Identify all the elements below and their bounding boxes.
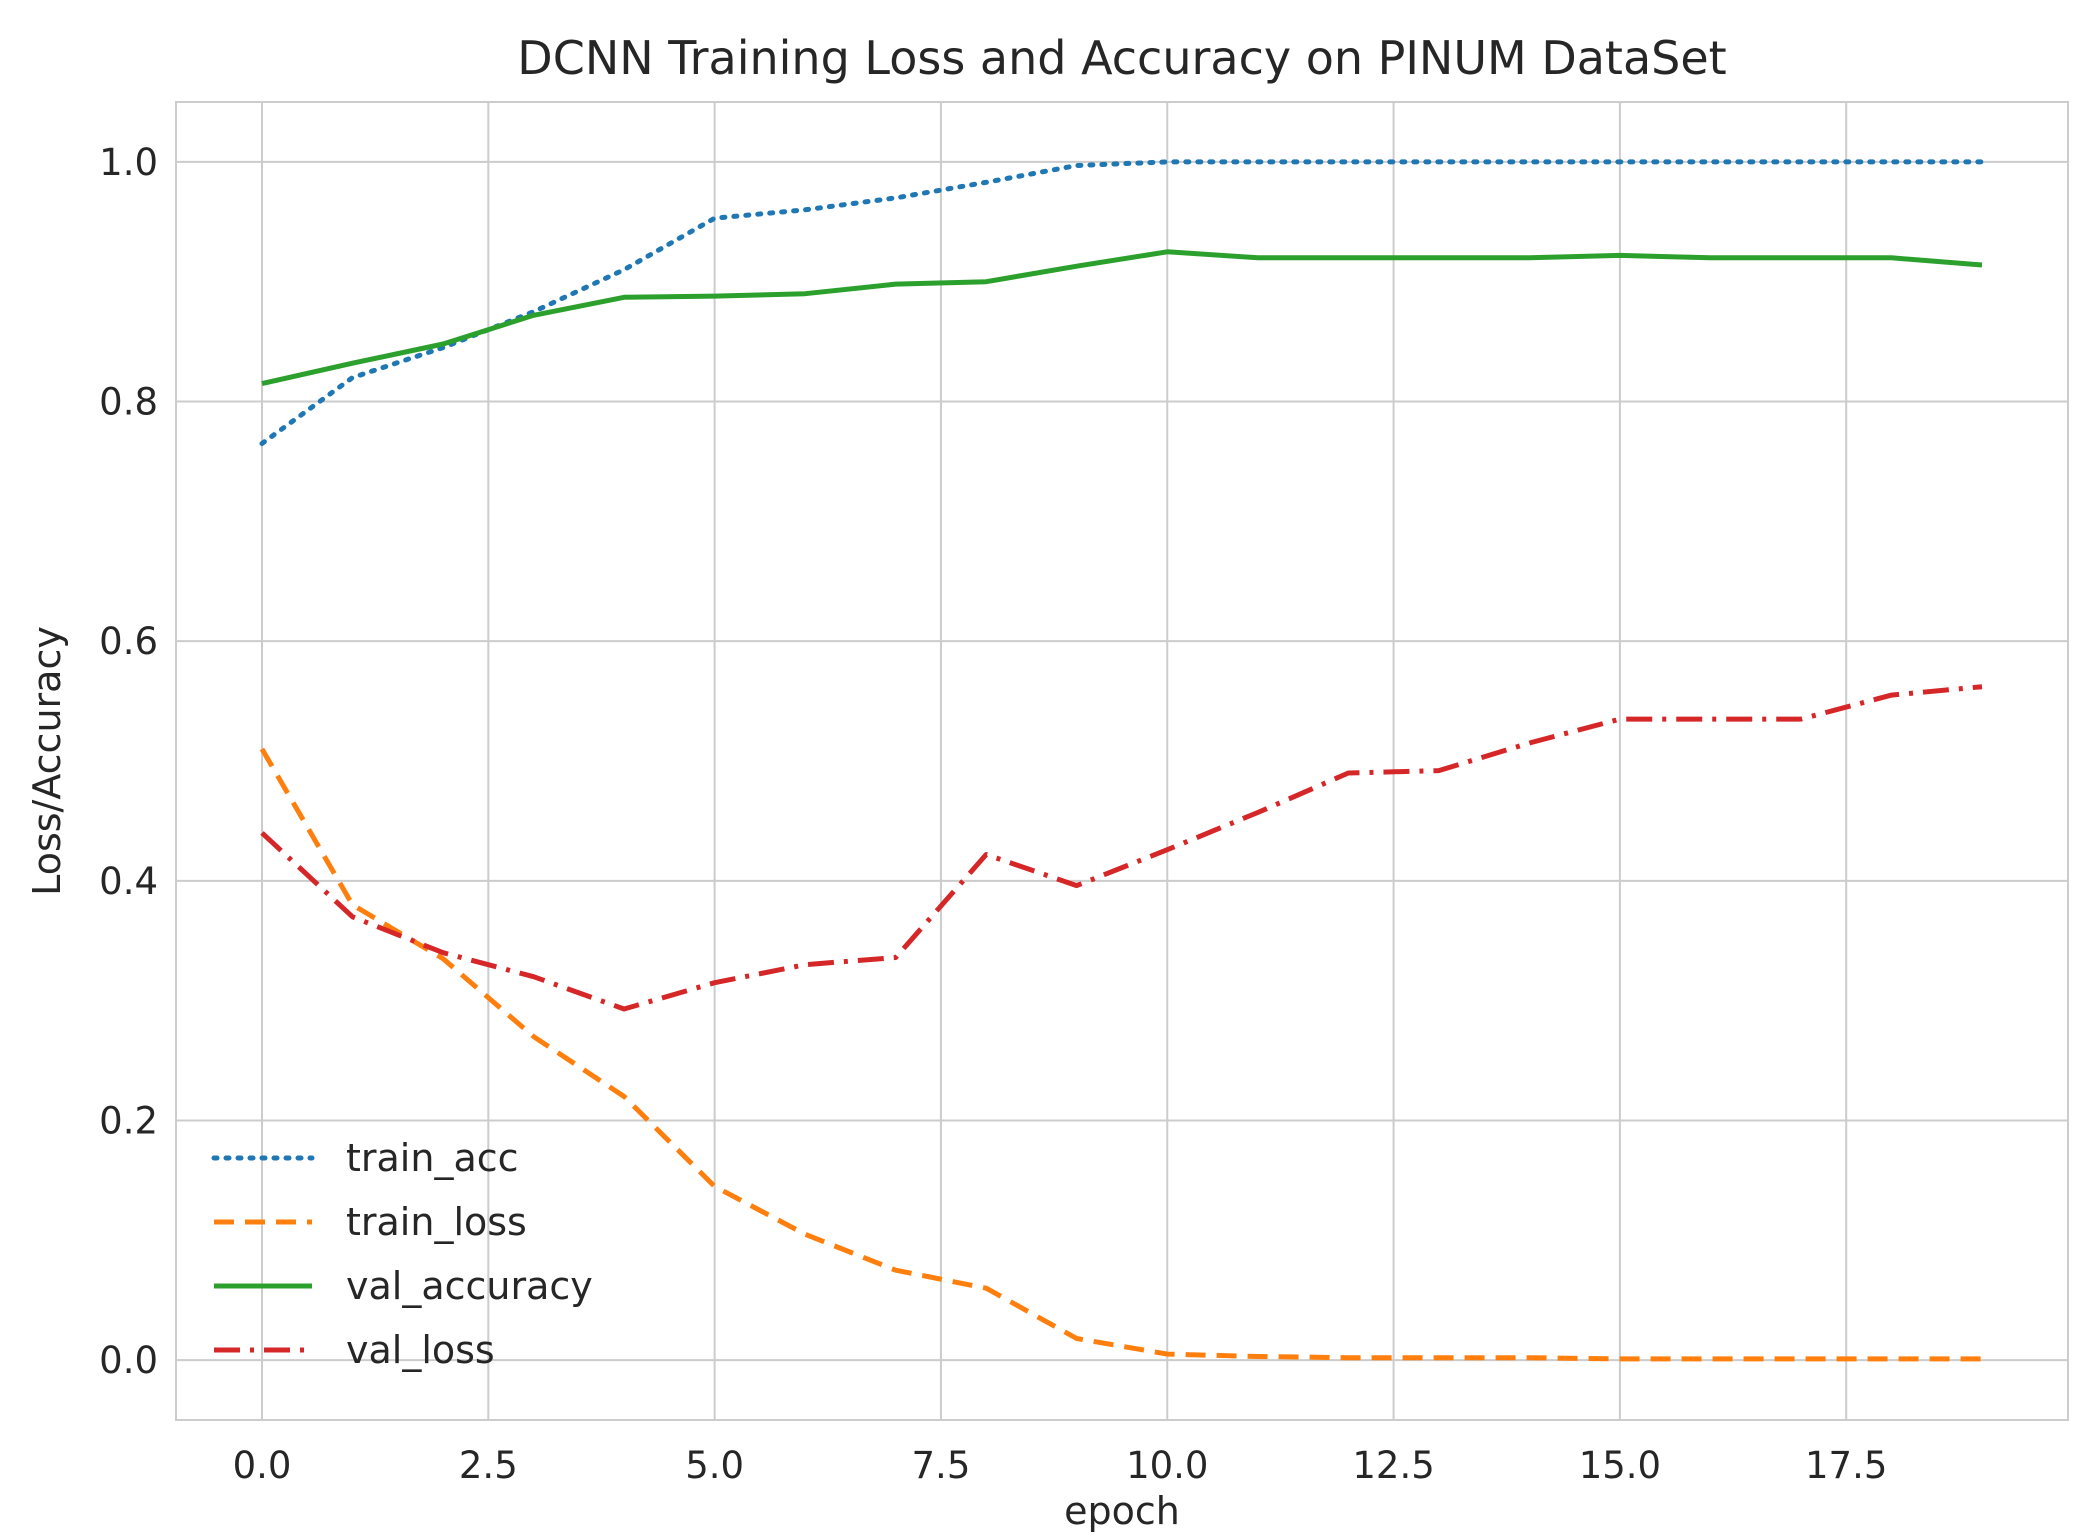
legend-label-train-loss: train_loss [346, 1200, 527, 1244]
grid-lines [176, 102, 2068, 1420]
tick-labels: 0.0 2.5 5.0 7.5 10.0 12.5 15.0 17.5 0.0 0.2 0.4 0.6… [99, 141, 1887, 1487]
series-line-train-loss [259, 747, 1982, 1362]
series-line-val-accuracy [261, 249, 1983, 387]
x-tick-label: 10.0 [1126, 1444, 1208, 1487]
legend: train_acc train_loss val_accuracy val_loss [211, 1136, 593, 1372]
x-tick-label: 7.5 [912, 1444, 971, 1487]
y-tick-label: 0.8 [99, 381, 158, 424]
x-axis-label: epoch [1064, 1489, 1180, 1533]
chart-title: DCNN Training Loss and Accuracy on PINUM… [517, 31, 1726, 85]
plot-area [176, 102, 2068, 1420]
y-tick-label: 0.4 [99, 860, 158, 903]
x-tick-label: 2.5 [459, 1444, 518, 1487]
legend-label-val-loss: val_loss [346, 1328, 495, 1372]
x-tick-label: 0.0 [233, 1444, 292, 1487]
y-tick-label: 1.0 [99, 141, 158, 184]
plot-frame [175, 101, 2069, 1421]
legend-label-train-acc: train_acc [346, 1136, 519, 1180]
y-tick-label: 0.6 [99, 620, 158, 663]
x-tick-label: 17.5 [1805, 1444, 1887, 1487]
x-tick-label: 12.5 [1352, 1444, 1434, 1487]
x-tick-label: 5.0 [685, 1444, 744, 1487]
legend-label-val-accuracy: val_accuracy [346, 1264, 593, 1308]
series-line-train-acc [259, 159, 1985, 446]
y-axis-label: Loss/Accuracy [25, 626, 69, 896]
series-line-val-loss [260, 684, 1983, 1012]
y-tick-label: 0.0 [99, 1339, 158, 1382]
x-tick-label: 15.0 [1579, 1444, 1661, 1487]
y-tick-label: 0.2 [99, 1099, 158, 1142]
series-lines [259, 159, 1985, 1362]
